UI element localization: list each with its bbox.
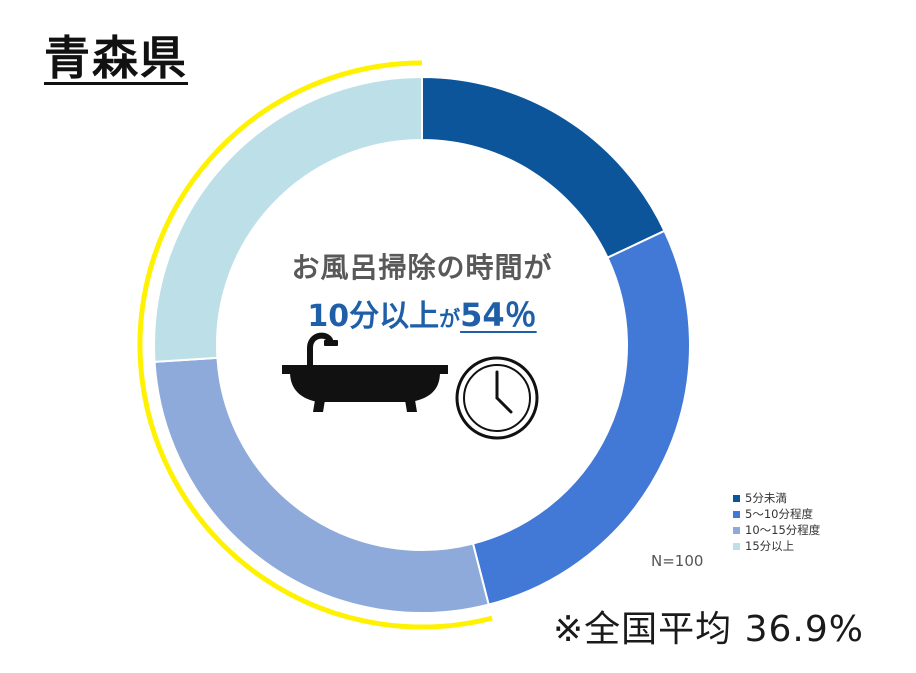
legend-swatch — [733, 510, 740, 518]
legend-swatch — [733, 542, 740, 550]
page-title: 青森県 — [44, 31, 188, 85]
highlight-category: 10分以上 — [307, 299, 440, 334]
legend-swatch — [733, 494, 740, 502]
center-title: お風呂掃除の時間が — [291, 251, 553, 284]
clock-icon — [455, 356, 539, 440]
highlight-ring — [137, 60, 493, 630]
highlight-percentage: 54％ — [460, 296, 537, 334]
legend-item: 5～10分程度 — [733, 506, 820, 522]
donut-slice — [421, 75, 666, 260]
highlight-particle: が — [439, 307, 461, 331]
legend-label: 5～10分程度 — [745, 507, 813, 521]
donut-slice — [153, 75, 423, 363]
national-average: ※全国平均 36.9% — [553, 609, 864, 650]
sample-size: N=100 — [651, 552, 704, 570]
legend-label: 15分以上 — [745, 539, 795, 553]
legend-item: 10～15分程度 — [733, 522, 820, 538]
legend-item: 5分未満 — [733, 490, 820, 506]
legend-swatch — [733, 526, 740, 534]
legend-item: 15分以上 — [733, 538, 820, 554]
center-highlight: 10分以上が54％ — [232, 290, 612, 336]
legend-label: 5分未満 — [745, 491, 787, 505]
legend-label: 10～15分程度 — [745, 523, 821, 537]
bathtub-icon — [282, 332, 448, 412]
chart-legend: 5分未満 5～10分程度 10～15分程度 15分以上 — [733, 490, 820, 554]
